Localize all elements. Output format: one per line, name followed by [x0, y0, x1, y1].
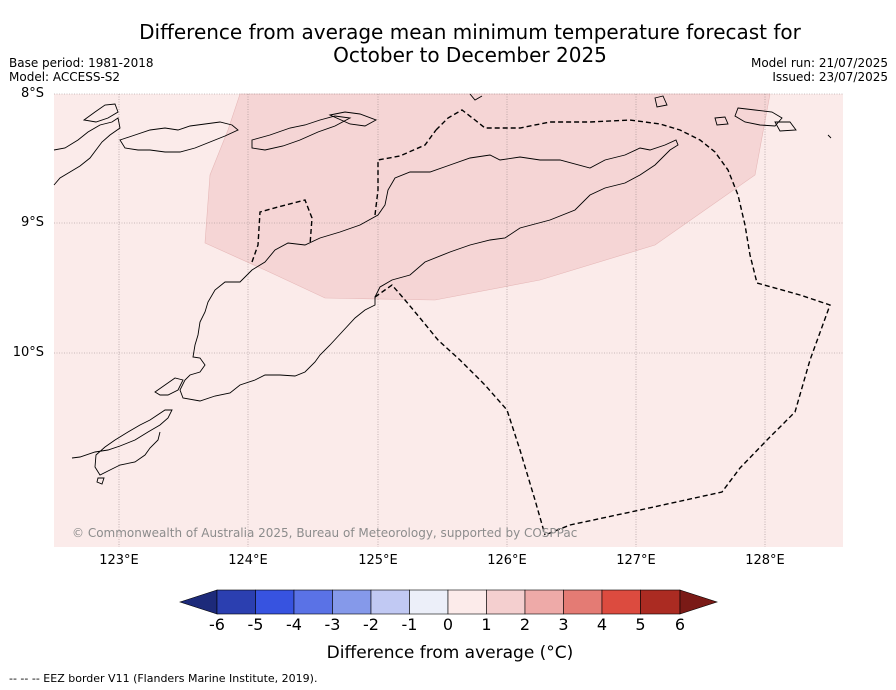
colorbar-tick-label: 6: [674, 615, 686, 634]
colorbar-swatch-9: [524, 589, 564, 615]
lat-label-9s: 9°S: [20, 215, 44, 230]
chart-title-line2: October to December 2025: [333, 43, 607, 67]
colorbar-swatch-10: [563, 589, 603, 615]
alor-coastline: [119, 121, 239, 153]
eez-borders: [251, 109, 831, 536]
colorbar-tick-label: 0: [442, 615, 454, 634]
lon-label-128e: 128°E: [745, 553, 785, 568]
colorbar-swatch-6: [409, 589, 449, 615]
coastlines: [53, 93, 832, 485]
lon-label-125e: 125°E: [358, 553, 398, 568]
colorbar-tick-label: -6: [209, 615, 225, 634]
colorbar-swatch-2: [255, 589, 295, 615]
eez-border-oecusse: [251, 199, 313, 263]
colorbar-swatch-3: [293, 589, 333, 615]
lat-label-8s: 8°S: [20, 86, 44, 101]
colorbar-swatch-12: [640, 589, 681, 615]
model-run-label: Model run: 21/07/2025: [750, 56, 888, 70]
island-coastline-2: [251, 115, 352, 151]
issued-label: Issued: 23/07/2025: [772, 70, 888, 84]
colorbar-swatch-1: [216, 589, 256, 615]
lon-label-124e: 124°E: [228, 553, 268, 568]
colorbar-tick-label: 5: [635, 615, 646, 634]
island-coastline-1: [82, 103, 119, 123]
island-coastline-5: [774, 121, 797, 132]
island-coastline-6: [714, 116, 729, 126]
island-coastline-3: [654, 95, 668, 108]
lon-label-123e: 123°E: [99, 553, 139, 568]
colorbar-tick-label: 3: [558, 615, 569, 634]
lat-label-10s: 10°S: [12, 345, 44, 360]
islet-coastline-2: [469, 93, 483, 101]
savu-coastline: [71, 409, 173, 476]
colorbar-swatch-8: [486, 589, 526, 615]
colorbar-swatch-11: [601, 589, 641, 615]
timor-coastline: [179, 139, 679, 402]
colorbar-tick-label: -3: [324, 615, 341, 634]
islet-coastline-3: [827, 134, 832, 139]
colorbar-tick-label: -2: [363, 615, 379, 634]
chart-title-line1: Difference from average mean minimum tem…: [139, 20, 801, 44]
colorbar-title: Difference from average (°C): [326, 643, 574, 663]
warmer-anomaly-zone: [204, 93, 771, 301]
lon-label-126e: 126°E: [487, 553, 527, 568]
colorbar-swatch-4: [332, 589, 372, 615]
colorbar-swatch-7: [447, 589, 487, 615]
base-period-label: Base period: 1981-2018: [9, 56, 154, 70]
eez-border-north: [435, 109, 831, 536]
model-label: Model: ACCESS-S2: [9, 70, 121, 84]
eez-border-timor-north: [374, 129, 437, 216]
colorbar-tick-label: -5: [247, 615, 264, 634]
colorbar-tick-label: 1: [481, 615, 492, 634]
colorbar-swatch-below--6: [179, 589, 218, 615]
flores-coastline: [53, 117, 121, 186]
eez-footnote: -- -- -- EEZ border V11 (Flanders Marine…: [9, 672, 318, 685]
eez-border-timor-west: [374, 284, 546, 536]
wetar-coastline: [328, 111, 378, 127]
copyright-notice: © Commonwealth of Australia 2025, Bureau…: [72, 526, 578, 540]
rote-coastline: [154, 377, 184, 396]
islet-coastline: [96, 477, 105, 485]
colorbar-tick-label: -4: [286, 615, 302, 634]
colorbar-tick-label: 2: [519, 615, 531, 634]
colorbar: [179, 589, 718, 615]
colorbar-swatch-above-6: [679, 589, 718, 615]
colorbar-tick-label: -1: [401, 615, 418, 634]
graticule: [54, 93, 843, 547]
island-coastline-4: [734, 107, 783, 127]
colorbar-swatch-5: [370, 589, 410, 615]
lon-label-127e: 127°E: [616, 553, 656, 568]
colorbar-tick-label: 4: [596, 615, 608, 634]
